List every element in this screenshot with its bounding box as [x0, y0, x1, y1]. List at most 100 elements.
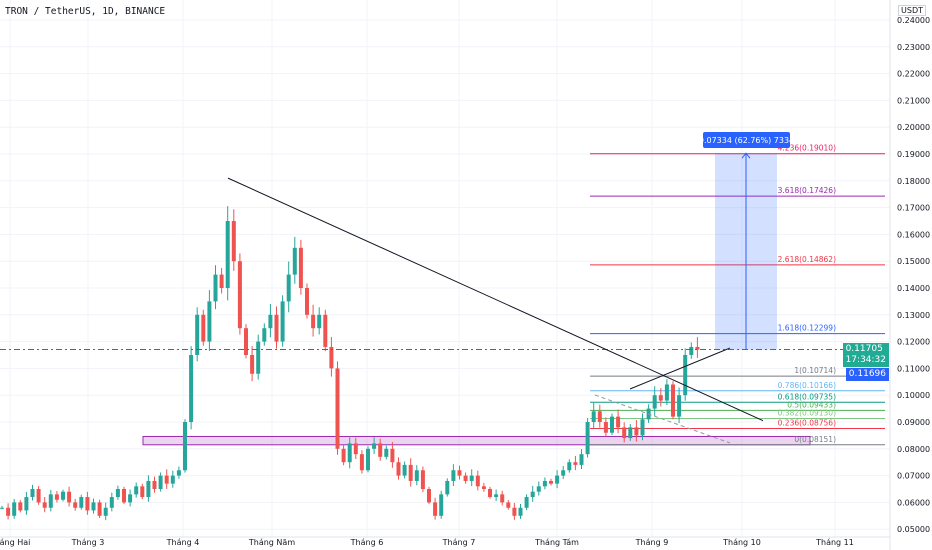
candle-body [24, 497, 29, 511]
candle-body [115, 489, 120, 498]
candle-body [579, 454, 584, 465]
candle-body [183, 422, 187, 471]
candle-body [79, 497, 84, 508]
candle-body [347, 443, 352, 463]
candle-body [0, 507, 4, 509]
y-tick-label: 0.11000 [897, 364, 930, 373]
candle-body [420, 470, 425, 489]
candle-body [207, 301, 212, 342]
y-tick-label: 0.09000 [897, 418, 930, 427]
candle-body [524, 497, 529, 508]
candle-body [457, 470, 462, 476]
candle-body [402, 464, 407, 476]
candle-body [530, 491, 535, 498]
candle-body [488, 489, 492, 498]
y-tick-label: 0.07000 [897, 472, 930, 481]
last-price-tag: 0.11705 17:34:32 [842, 343, 889, 367]
candle-body [140, 486, 145, 498]
x-tick-label: Tháng 6 [350, 538, 384, 547]
candle-body [164, 475, 169, 484]
candle-body [542, 480, 547, 487]
candle-body [506, 502, 511, 508]
candle-body [683, 355, 688, 396]
candle-body [433, 502, 438, 516]
candle-body [329, 346, 334, 369]
candle-body [597, 411, 602, 422]
fib-level-label: 1(0.10714) [794, 366, 836, 375]
fib-level-label: 4.236(0.19010) [778, 144, 836, 153]
candle-body [561, 470, 566, 476]
candle-body [664, 384, 669, 401]
candle-body [658, 395, 663, 401]
candle-body [555, 475, 560, 484]
y-tick-label: 0.21000 [897, 96, 930, 105]
candle-body [189, 355, 194, 422]
candle-body [18, 502, 23, 511]
candle-body [122, 489, 126, 503]
y-tick-label: 0.05000 [897, 525, 930, 534]
fib-level-label: 2.618(0.14862) [778, 255, 836, 264]
candle-body [512, 507, 517, 516]
candle-body [396, 462, 401, 476]
candle-body [305, 288, 309, 315]
candle-body [219, 274, 224, 288]
currency-label[interactable]: USDT [898, 5, 926, 16]
candle-body [549, 480, 553, 484]
candle-body [195, 314, 200, 355]
candle-body [298, 247, 303, 288]
fib-level-label: 0.5(0.09433) [787, 400, 836, 409]
candle-body [201, 314, 206, 342]
candle-body [85, 497, 90, 511]
y-tick-label: 0.23000 [897, 43, 930, 52]
candle-body [445, 480, 450, 495]
candle-body [152, 480, 157, 489]
candle-body [451, 470, 456, 481]
candle-body [652, 395, 657, 409]
candle-body [518, 507, 523, 516]
x-tick-label: Tháng Hai [0, 538, 30, 547]
y-tick-label: 0.06000 [897, 498, 930, 507]
candle-body [311, 314, 316, 329]
candle-body [353, 443, 358, 455]
bar-countdown: 17:34:32 [845, 355, 886, 365]
candle-body [427, 489, 431, 503]
candle-body [359, 454, 364, 471]
candle-body [677, 395, 682, 417]
y-tick-label: 0.17000 [897, 204, 930, 213]
candle-body [30, 489, 35, 498]
candle-body [671, 384, 675, 417]
candle-body [494, 494, 499, 498]
candle-body [42, 502, 47, 508]
x-tick-label: Tháng 4 [166, 538, 200, 547]
candle-body [225, 221, 230, 288]
fib-trend-line [594, 394, 731, 444]
candle-body [640, 419, 645, 436]
last-price: 0.11705 [845, 344, 883, 354]
candle-body [408, 464, 413, 481]
candle-body [256, 341, 261, 374]
x-tick-label: Tháng 7 [442, 538, 476, 547]
measure-label-bg [703, 132, 790, 148]
candle-body [622, 427, 627, 439]
candle-body [91, 502, 96, 511]
x-tick-label: Tháng 11 [815, 538, 854, 547]
y-tick-label: 0.12000 [897, 338, 930, 347]
y-tick-label: 0.22000 [897, 70, 930, 79]
candle-body [378, 443, 383, 457]
candle-body [372, 443, 377, 449]
candle-body [237, 261, 242, 329]
x-tick-label: Tháng Tám [534, 538, 579, 547]
candle-body [567, 462, 572, 471]
candle-body [128, 494, 133, 503]
measure-arrowhead [741, 152, 751, 159]
fib-level-label: 0.618(0.09735) [778, 392, 836, 401]
candle-body [67, 491, 72, 503]
candle-body [286, 274, 291, 302]
candle-body [610, 416, 614, 433]
y-tick-label: 0.15000 [897, 257, 930, 266]
candle-body [366, 448, 370, 471]
fib-level-label: 0.382(0.09130) [778, 409, 836, 418]
candle-body [12, 502, 17, 516]
y-tick-label: 0.19000 [897, 150, 930, 159]
